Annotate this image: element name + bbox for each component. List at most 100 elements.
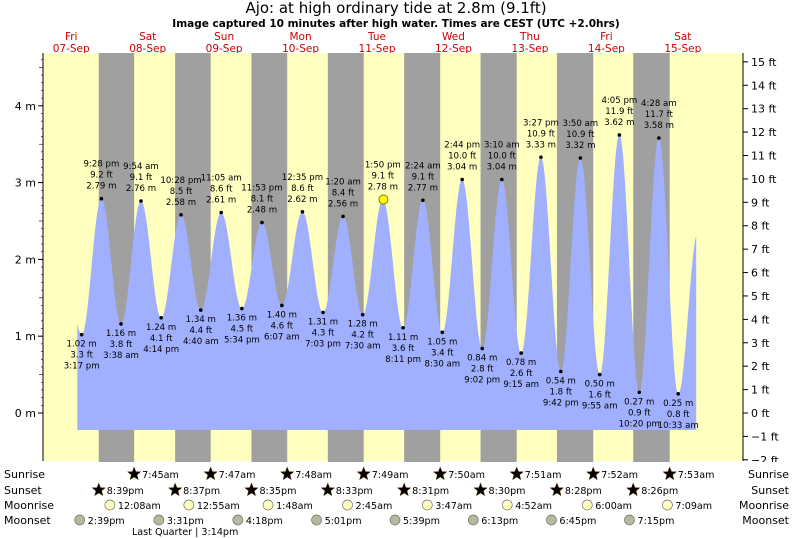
extreme-metres: 2.78 m [368, 182, 398, 192]
right-tick-label: 6 ft [751, 267, 770, 280]
moonset-icon [74, 514, 86, 526]
extreme-metres: 0.54 m [546, 377, 576, 387]
extreme-feet: 4.2 ft [351, 331, 374, 341]
extreme-point [280, 303, 284, 308]
extreme-time: 12:35 pm [282, 173, 323, 183]
moonset-time: 4:18pm [246, 516, 283, 527]
sunset-icon [625, 482, 641, 497]
extreme-feet: 8.5 ft [170, 187, 193, 197]
extreme-point [421, 198, 425, 203]
extreme-feet: 3.3 ft [70, 351, 93, 361]
extreme-metres: 1.02 m [67, 340, 97, 350]
extreme-feet: 3.6 ft [392, 344, 415, 354]
page-title: Ajo: at high ordinary tide at 2.8m (9.1f… [245, 0, 546, 17]
extreme-metres: 3.04 m [447, 163, 477, 173]
day-name: Sat [674, 31, 691, 43]
extreme-metres: 3.62 m [604, 118, 634, 128]
day-name: Sat [139, 31, 156, 43]
extreme-point [676, 392, 681, 396]
moonset-time: 3:31pm [167, 516, 204, 527]
extreme-feet: 10.0 ft [488, 152, 517, 162]
extreme-metres: 1.24 m [146, 323, 176, 333]
sunset-icon [244, 482, 259, 497]
extreme-feet: 8.4 ft [332, 188, 355, 198]
moonrise-time: 12:55am [197, 501, 240, 512]
extreme-feet: 9.2 ft [90, 171, 113, 181]
extreme-feet: 8.6 ft [210, 185, 233, 195]
extreme-time: 4:28 am [641, 99, 677, 109]
moonrise-icon [104, 499, 116, 511]
moonset-icon [546, 514, 557, 526]
extreme-metres: 2.62 m [287, 195, 317, 205]
day-name: Mon [290, 31, 312, 43]
day-date: 08-Sep [129, 43, 166, 55]
day-name: Fri [65, 31, 78, 43]
moonrise-time: 4:52am [515, 501, 552, 512]
extreme-point [198, 308, 203, 312]
current-tide-marker [378, 194, 389, 205]
extreme-feet: 8.6 ft [291, 184, 314, 194]
left-tick-label: 3 m [15, 177, 36, 190]
extreme-time: 4:40 am [183, 337, 219, 347]
extreme-point [499, 177, 504, 182]
extreme-time: 8:11 pm [385, 355, 421, 365]
extreme-time: 2:44 pm [444, 141, 480, 151]
extreme-metres: 1.36 m [227, 314, 257, 324]
sunrise-time: 7:48am [295, 470, 332, 481]
right-tick-label: 1 ft [751, 384, 770, 397]
extreme-feet: 9.1 ft [130, 173, 153, 183]
day-date: 10-Sep [282, 43, 319, 55]
moonset-time: 7:15pm [637, 516, 674, 527]
extreme-time: 9:42 pm [543, 399, 579, 409]
extreme-point [179, 213, 183, 217]
sunset-icon [396, 482, 412, 497]
extreme-point [119, 322, 123, 326]
sunset-row-label: Sunset [4, 484, 42, 497]
moonrise-icon [662, 499, 673, 511]
moon-phase-label: Last Quarter | 3:14pm [132, 527, 238, 538]
extreme-metres: 3.58 m [644, 121, 674, 131]
sunrise-row-label: Sunrise [4, 468, 45, 481]
right-tick-label: 10 ft [751, 173, 777, 186]
extreme-feet: 11.9 ft [605, 107, 634, 117]
moonset-icon [624, 514, 635, 526]
extreme-metres: 3.32 m [565, 141, 595, 151]
moonrise-icon [183, 499, 195, 511]
extreme-point [300, 209, 305, 214]
sunset-icon [91, 482, 107, 497]
moonset-time: 2:39pm [88, 516, 125, 527]
extreme-point [657, 136, 661, 140]
extreme-time: 10:33 am [658, 421, 699, 431]
sunset-time: 8:35pm [259, 486, 296, 497]
moonrise-icon [342, 499, 353, 511]
extreme-feet: 1.8 ft [549, 388, 572, 398]
extreme-point [637, 390, 642, 395]
sunset-icon [473, 482, 488, 497]
moonrise-icon [581, 499, 593, 511]
extreme-time: 1:20 am [325, 177, 361, 187]
extreme-metres: 0.78 m [506, 358, 536, 368]
extreme-point [617, 133, 622, 137]
extreme-time: 3:38 am [103, 351, 139, 361]
moonrise-icon [421, 499, 433, 511]
moonrise-time: 2:45am [356, 501, 393, 512]
sunrise-time: 7:52am [601, 470, 638, 481]
extreme-point [321, 310, 325, 315]
extreme-point [341, 214, 345, 219]
moonrise-icon [262, 499, 274, 511]
extreme-feet: 3.8 ft [110, 340, 133, 350]
sun-moon-events: Sunrise Sunrise Sunset Sunset Moonrise Moonri… [0, 462, 793, 538]
extreme-time: 9:55 am [582, 402, 618, 412]
moonrise-icon [501, 499, 513, 511]
day-labels: Fri07-SepSat08-SepSun09-SepMon10-SepTue1… [53, 31, 702, 55]
day-name: Wed [442, 31, 465, 43]
extreme-metres: 1.40 m [267, 310, 297, 320]
extreme-feet: 0.8 ft [667, 410, 690, 420]
extreme-point [440, 330, 445, 335]
right-tick-label: 12 ft [751, 126, 777, 139]
extreme-time: 11:05 am [201, 174, 242, 184]
sunset-icon [549, 482, 565, 497]
extreme-metres: 2.48 m [247, 206, 277, 216]
moonset-time: 6:13pm [481, 516, 518, 527]
right-tick-label: 15 ft [751, 56, 777, 69]
